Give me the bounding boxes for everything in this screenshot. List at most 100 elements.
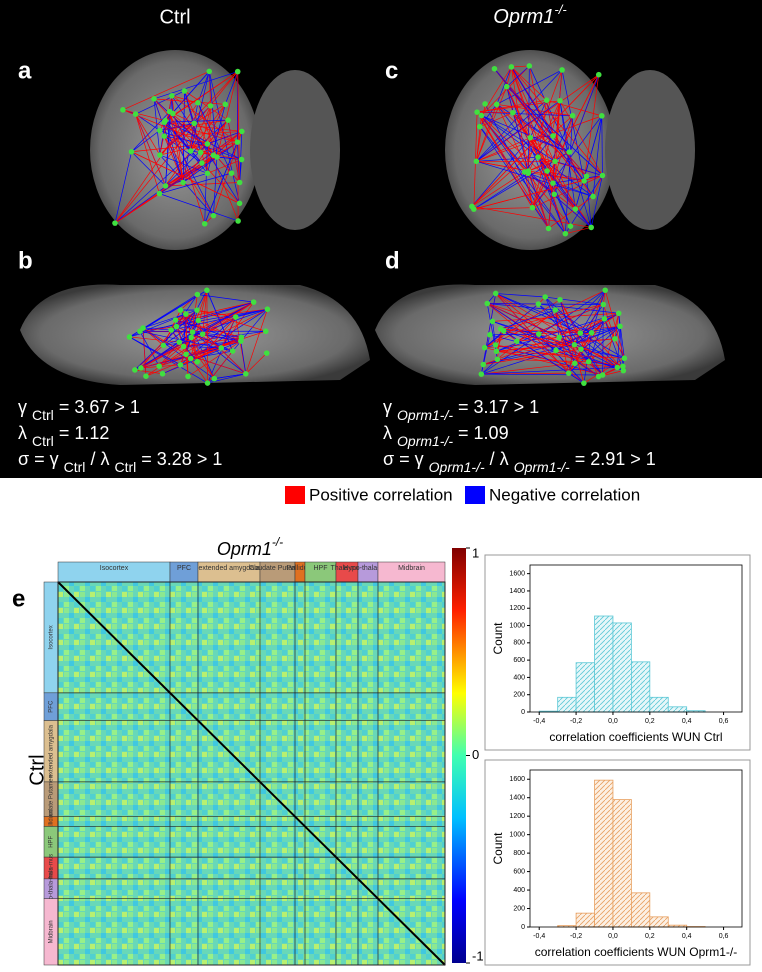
node: [543, 97, 550, 104]
edge: [487, 303, 623, 367]
y-tick-label: 1400: [509, 795, 525, 802]
edge: [546, 115, 573, 172]
group-label: Pallidum: [287, 565, 314, 572]
edge: [165, 71, 238, 121]
y-tick-label: 1600: [509, 776, 525, 783]
edge: [176, 301, 254, 327]
edge: [164, 120, 214, 216]
edge: [169, 111, 208, 145]
stat-line: σ = γ Oprm1-/- / λ Oprm1-/- = 2.91 > 1: [383, 449, 656, 475]
node: [180, 343, 187, 350]
edge: [142, 328, 147, 377]
edge: [153, 71, 238, 100]
edge: [494, 68, 594, 197]
y-tick-label: 200: [513, 692, 525, 699]
histogram-bar: [575, 662, 595, 713]
edge: [553, 74, 600, 195]
x-tick-label: 0,2: [645, 718, 655, 725]
node: [132, 111, 139, 117]
node: [264, 306, 271, 313]
node: [161, 133, 168, 139]
stat-subscript: Oprm1-/-: [429, 459, 485, 475]
edge: [516, 304, 604, 342]
edge: [164, 121, 201, 153]
edge: [500, 309, 556, 330]
edge: [476, 160, 594, 197]
node: [204, 287, 210, 294]
row-title: Ctrl: [26, 754, 48, 785]
stat-text: = 3.28 > 1: [141, 449, 222, 469]
edge: [487, 303, 604, 305]
edge: [496, 66, 512, 105]
edge: [122, 109, 166, 122]
edge: [159, 172, 232, 194]
histogram-bar: [594, 615, 614, 713]
node: [521, 169, 528, 175]
node: [262, 328, 269, 335]
edge: [481, 65, 530, 116]
x-tick-label: 0,0: [608, 718, 618, 725]
node: [535, 301, 542, 307]
node: [166, 108, 173, 115]
node: [199, 160, 205, 166]
stat-subscript: Ctrl: [64, 459, 86, 475]
edge: [190, 105, 211, 152]
histogram-bar: [594, 779, 614, 928]
column-title: Ctrl: [159, 6, 190, 28]
edge: [496, 312, 619, 352]
edge: [139, 290, 208, 332]
heatmap-title: Oprm1-/-: [217, 535, 283, 559]
colorbar-label: 1: [472, 545, 479, 560]
stat-text: = 3.67 > 1: [59, 397, 140, 417]
x-tick-label: -0,2: [570, 933, 582, 940]
node: [510, 109, 516, 116]
edge: [614, 313, 620, 339]
x-axis-label: correlation coefficients WUN Ctrl: [549, 730, 722, 744]
plot-frame: [529, 769, 743, 928]
x-tick-label: 0,4: [682, 718, 692, 725]
histogram-bar: [557, 696, 577, 713]
panel-label: b: [18, 247, 33, 274]
edge: [134, 301, 254, 371]
edge: [565, 227, 592, 235]
edge: [568, 344, 575, 374]
edge: [496, 104, 570, 153]
node: [199, 331, 206, 337]
edge: [512, 112, 539, 158]
edge: [216, 71, 239, 158]
edge: [154, 98, 226, 105]
edge: [481, 350, 557, 375]
edge: [129, 336, 181, 366]
y-tick-label: 1400: [509, 588, 525, 595]
edge: [529, 100, 547, 138]
edge: [471, 171, 525, 207]
stat-text: λ: [383, 423, 392, 443]
node: [236, 200, 243, 207]
node: [263, 350, 270, 356]
edge: [564, 115, 573, 234]
y-tick-label: 1200: [509, 605, 525, 612]
edge: [184, 90, 208, 145]
edge: [616, 326, 621, 368]
edge: [165, 111, 171, 186]
node: [201, 220, 208, 227]
edge: [139, 331, 160, 367]
x-tick-label: -0,4: [533, 933, 545, 940]
node: [126, 334, 133, 340]
legend-label: Positive correlation: [309, 485, 453, 504]
edge: [494, 68, 587, 177]
node: [590, 193, 596, 200]
edge: [574, 332, 592, 346]
edge: [169, 111, 184, 183]
edge: [473, 172, 529, 210]
node: [238, 338, 244, 344]
node: [478, 112, 485, 119]
node: [159, 370, 166, 377]
node: [551, 191, 558, 198]
diagonal: [57, 581, 446, 966]
edge: [592, 175, 603, 197]
edge: [484, 330, 504, 348]
title-sup: -/-: [272, 535, 283, 549]
edge: [473, 207, 533, 210]
